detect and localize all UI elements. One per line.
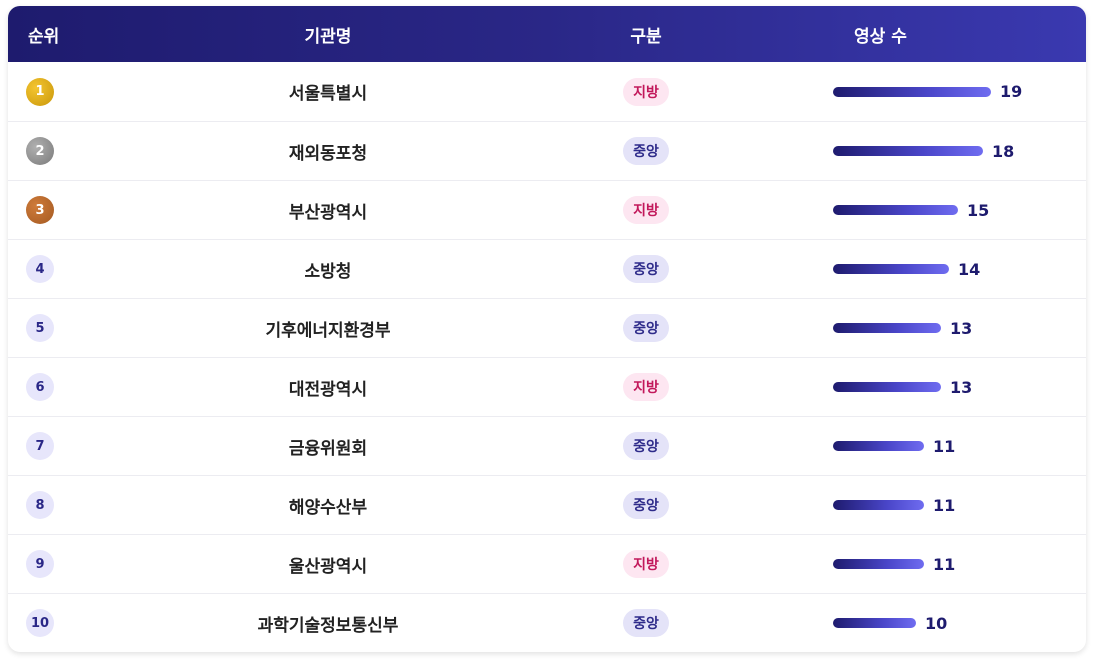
type-badge: 지방 — [623, 373, 669, 401]
rank-cell: 8 — [8, 491, 78, 519]
type-cell: 지방 — [578, 550, 714, 578]
type-cell: 지방 — [578, 373, 714, 401]
type-cell: 지방 — [578, 77, 714, 106]
count-bar — [833, 146, 983, 156]
count-value: 10 — [925, 613, 948, 633]
org-name: 서울특별시 — [288, 84, 368, 104]
type-badge: 지방 — [623, 550, 669, 578]
count-bar — [833, 500, 924, 510]
type-cell: 중앙 — [578, 255, 714, 283]
count-bar — [833, 618, 916, 628]
count-value: 11 — [933, 495, 956, 515]
org-name: 기후에너지환경부 — [265, 320, 391, 341]
header-count: 영상 수 — [854, 26, 907, 47]
count-cell: 11 — [714, 555, 1086, 574]
rank-cell: 6 — [8, 373, 78, 401]
type-badge: 중앙 — [623, 609, 669, 637]
table-row: 8 해양수산부 중앙 11 — [8, 475, 1086, 534]
count-bar — [833, 441, 924, 451]
rank-cell: 1 — [8, 77, 78, 106]
rank-cell: 4 — [8, 255, 78, 283]
org-name: 해양수산부 — [288, 497, 368, 518]
type-badge: 중앙 — [623, 255, 669, 283]
rank-cell: 5 — [8, 314, 78, 342]
count-value: 11 — [933, 554, 956, 574]
count-value: 13 — [950, 377, 973, 397]
count-cell: 11 — [714, 437, 1086, 456]
table-row: 10 과학기술정보통신부 중앙 10 — [8, 593, 1086, 652]
type-badge: 지방 — [623, 196, 669, 224]
table-row: 4 소방청 중앙 14 — [8, 239, 1086, 298]
count-bar — [833, 86, 991, 97]
rank-cell: 3 — [8, 196, 78, 224]
table-row: 9 울산광역시 지방 11 — [8, 534, 1086, 593]
type-badge: 중앙 — [623, 491, 669, 519]
count-cell: 15 — [714, 201, 1086, 220]
count-value: 11 — [933, 436, 956, 456]
count-value: 19 — [1000, 82, 1023, 101]
rank-cell: 10 — [8, 609, 78, 637]
org-name: 부산광역시 — [288, 202, 368, 223]
table-row: 7 금융위원회 중앙 11 — [8, 416, 1086, 475]
rank-badge: 9 — [26, 550, 54, 578]
bronze-medal-icon: 3 — [26, 196, 54, 224]
header-rank: 순위 — [28, 26, 60, 47]
table-row: 1 서울특별시 지방 19 — [8, 62, 1086, 121]
rank-cell: 7 — [8, 432, 78, 460]
org-name: 대전광역시 — [288, 379, 368, 400]
type-cell: 중앙 — [578, 432, 714, 460]
type-cell: 중앙 — [578, 491, 714, 519]
org-name: 금융위원회 — [288, 438, 368, 459]
type-badge: 중앙 — [623, 137, 669, 165]
count-value: 15 — [967, 200, 990, 220]
type-cell: 중앙 — [578, 609, 714, 637]
type-cell: 중앙 — [578, 314, 714, 342]
table-row: 2 재외동포청 중앙 18 — [8, 121, 1086, 180]
count-value: 14 — [958, 259, 981, 279]
table-row: 5 기후에너지환경부 중앙 13 — [8, 298, 1086, 357]
org-name: 소방청 — [304, 261, 352, 282]
table-body: 1 서울특별시 지방 19 2 재외동포청 중앙 18 3 부산광역시 지방 15 4 소방청 중앙 14 5 기… — [8, 62, 1086, 652]
count-bar — [833, 559, 924, 569]
count-cell: 19 — [714, 82, 1086, 101]
count-cell: 18 — [714, 142, 1086, 161]
table-header: 순위 기관명 구분 영상 수 — [8, 6, 1086, 62]
count-value: 13 — [950, 318, 973, 338]
count-cell: 14 — [714, 260, 1086, 279]
rank-badge: 4 — [26, 255, 54, 283]
count-bar — [833, 323, 941, 333]
rank-badge: 8 — [26, 491, 54, 519]
count-cell: 11 — [714, 496, 1086, 515]
count-bar — [833, 382, 941, 392]
count-cell: 13 — [714, 378, 1086, 397]
rank-cell: 2 — [8, 137, 78, 165]
org-name: 과학기술정보통신부 — [257, 615, 399, 636]
gold-medal-icon: 1 — [26, 77, 54, 106]
type-badge: 지방 — [623, 77, 669, 106]
rank-badge: 10 — [26, 609, 54, 637]
count-bar — [833, 264, 949, 274]
rank-badge: 6 — [26, 373, 54, 401]
table-row: 3 부산광역시 지방 15 — [8, 180, 1086, 239]
type-badge: 중앙 — [623, 432, 669, 460]
rank-cell: 9 — [8, 550, 78, 578]
type-cell: 지방 — [578, 196, 714, 224]
header-org: 기관명 — [304, 26, 352, 47]
type-cell: 중앙 — [578, 137, 714, 165]
table-row: 6 대전광역시 지방 13 — [8, 357, 1086, 416]
count-cell: 13 — [714, 319, 1086, 338]
rank-badge: 7 — [26, 432, 54, 460]
count-value: 18 — [992, 141, 1015, 161]
type-badge: 중앙 — [623, 314, 669, 342]
header-type: 구분 — [630, 26, 662, 47]
count-cell: 10 — [714, 614, 1086, 633]
ranking-table: 순위 기관명 구분 영상 수 1 서울특별시 지방 19 2 재외동포청 중앙 18 3 부산광역… — [8, 6, 1086, 652]
org-name: 재외동포청 — [288, 143, 368, 164]
rank-badge: 5 — [26, 314, 54, 342]
org-name: 울산광역시 — [288, 556, 368, 577]
count-bar — [833, 205, 958, 215]
silver-medal-icon: 2 — [26, 137, 54, 165]
